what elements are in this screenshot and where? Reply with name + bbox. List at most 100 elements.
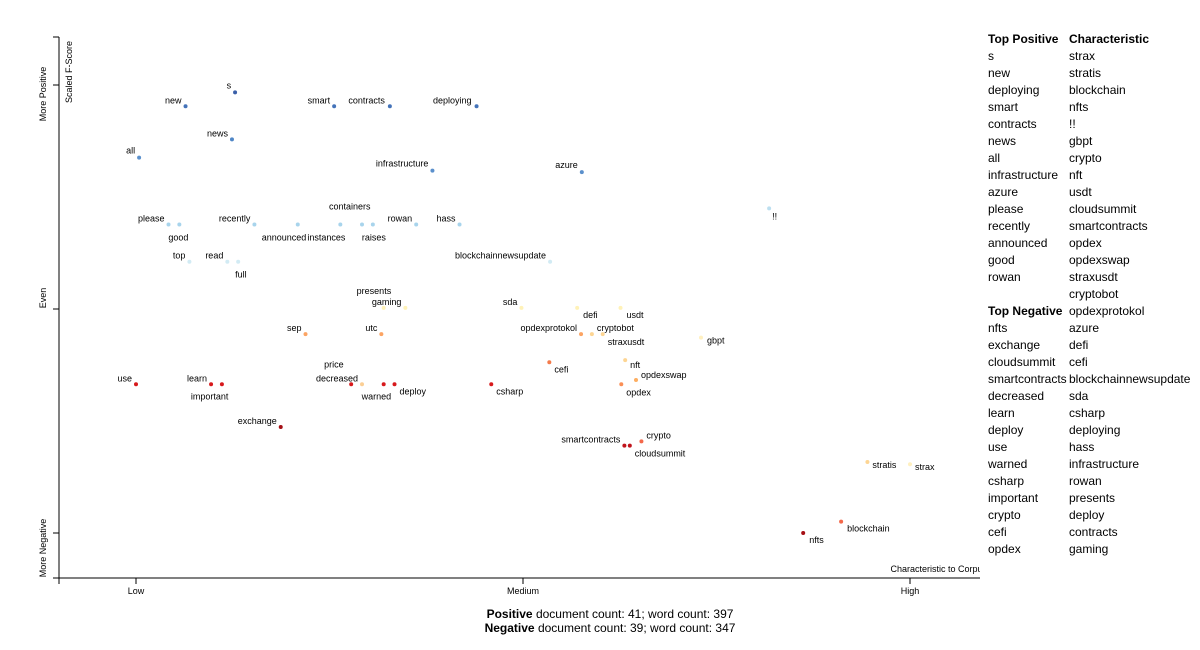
point-label[interactable]: news xyxy=(207,128,229,138)
characteristic-term[interactable]: contracts xyxy=(1069,525,1118,539)
data-point[interactable] xyxy=(474,104,479,109)
characteristic-term[interactable]: opdexprotokol xyxy=(1069,304,1145,318)
point-label[interactable]: deploy xyxy=(400,386,427,396)
characteristic-term[interactable]: cloudsummit xyxy=(1069,202,1137,216)
top-positive-term[interactable]: deploying xyxy=(988,83,1040,97)
data-point[interactable] xyxy=(589,332,594,337)
point-label[interactable]: strax xyxy=(915,462,935,472)
data-point[interactable] xyxy=(623,358,628,363)
point-label[interactable]: infrastructure xyxy=(376,159,429,169)
data-point[interactable] xyxy=(403,305,408,310)
data-point[interactable] xyxy=(547,360,552,365)
point-label[interactable]: top xyxy=(173,251,186,261)
data-point[interactable] xyxy=(865,459,870,464)
data-point[interactable] xyxy=(457,222,462,227)
point-label[interactable]: sda xyxy=(503,297,518,307)
top-positive-term[interactable]: new xyxy=(988,66,1011,80)
characteristic-term[interactable]: opdexswap xyxy=(1069,253,1130,267)
point-label[interactable]: instances xyxy=(307,233,346,243)
point-label[interactable]: price xyxy=(324,359,344,369)
data-point[interactable] xyxy=(392,382,397,387)
point-label[interactable]: learn xyxy=(187,373,207,383)
characteristic-term[interactable]: deploy xyxy=(1069,508,1105,522)
top-positive-term[interactable]: please xyxy=(988,202,1024,216)
point-label[interactable]: rowan xyxy=(388,214,413,224)
data-point[interactable] xyxy=(699,335,704,340)
characteristic-term[interactable]: blockchainnewsupdate xyxy=(1069,372,1191,386)
data-point[interactable] xyxy=(183,104,188,109)
data-point[interactable] xyxy=(519,305,524,310)
point-label[interactable]: important xyxy=(191,391,229,401)
data-point[interactable] xyxy=(360,222,365,227)
characteristic-term[interactable]: gaming xyxy=(1069,542,1109,556)
data-point[interactable] xyxy=(618,305,623,310)
data-point[interactable] xyxy=(219,382,224,387)
data-point[interactable] xyxy=(430,168,435,173)
data-point[interactable] xyxy=(622,443,627,448)
data-point[interactable] xyxy=(767,206,772,211)
data-point[interactable] xyxy=(187,259,192,264)
point-label[interactable]: azure xyxy=(555,160,578,170)
top-positive-term[interactable]: smart xyxy=(988,100,1018,114)
point-label[interactable]: announced xyxy=(262,233,307,243)
point-label[interactable]: sep xyxy=(287,323,302,333)
data-point[interactable] xyxy=(278,425,283,430)
characteristic-term[interactable]: nfts xyxy=(1069,100,1089,114)
data-point[interactable] xyxy=(489,382,494,387)
top-positive-term[interactable]: news xyxy=(988,134,1017,148)
top-negative-term[interactable]: deploy xyxy=(988,423,1024,437)
top-negative-term[interactable]: crypto xyxy=(988,508,1021,522)
data-point[interactable] xyxy=(579,332,584,337)
characteristic-term[interactable]: defi xyxy=(1069,338,1089,352)
point-label[interactable]: nft xyxy=(630,360,641,370)
data-point[interactable] xyxy=(381,382,386,387)
data-point[interactable] xyxy=(303,332,308,337)
point-label[interactable]: defi xyxy=(583,310,598,320)
point-label[interactable]: containers xyxy=(329,202,371,212)
data-point[interactable] xyxy=(579,170,584,175)
top-positive-term[interactable]: s xyxy=(988,49,994,63)
point-label[interactable]: contracts xyxy=(348,95,385,105)
point-label[interactable]: new xyxy=(165,95,182,105)
characteristic-term[interactable]: nft xyxy=(1069,168,1083,182)
point-label[interactable]: all xyxy=(126,146,135,156)
top-negative-term[interactable]: smartcontracts xyxy=(988,372,1067,386)
data-point[interactable] xyxy=(801,531,806,535)
top-positive-term[interactable]: announced xyxy=(988,236,1048,250)
data-point[interactable] xyxy=(634,378,639,383)
characteristic-term[interactable]: stratis xyxy=(1069,66,1102,80)
data-point[interactable] xyxy=(137,155,142,160)
point-label[interactable]: blockchainnewsupdate xyxy=(455,251,546,261)
top-negative-term[interactable]: warned xyxy=(988,457,1028,471)
characteristic-term[interactable]: deploying xyxy=(1069,423,1121,437)
characteristic-term[interactable]: smartcontracts xyxy=(1069,219,1148,233)
point-label[interactable]: recently xyxy=(219,214,251,224)
top-negative-term[interactable]: exchange xyxy=(988,338,1041,352)
top-negative-term[interactable]: cloudsummit xyxy=(988,355,1056,369)
data-point[interactable] xyxy=(338,222,343,227)
data-point[interactable] xyxy=(839,519,844,524)
characteristic-term[interactable]: presents xyxy=(1069,491,1116,505)
point-label[interactable]: gbpt xyxy=(707,336,725,346)
top-positive-term[interactable]: recently xyxy=(988,219,1031,233)
top-negative-term[interactable]: csharp xyxy=(988,474,1025,488)
data-point[interactable] xyxy=(295,222,300,227)
point-label[interactable]: s xyxy=(227,80,232,90)
point-label[interactable]: exchange xyxy=(238,416,277,426)
data-point[interactable] xyxy=(332,104,337,109)
point-label[interactable]: crypto xyxy=(646,430,671,440)
data-point[interactable] xyxy=(236,259,241,264)
point-label[interactable]: opdex xyxy=(626,387,651,397)
point-label[interactable]: gaming xyxy=(372,297,402,307)
point-label[interactable]: hass xyxy=(437,214,457,224)
characteristic-term[interactable]: sda xyxy=(1069,389,1089,403)
characteristic-term[interactable]: cefi xyxy=(1069,355,1088,369)
top-negative-term[interactable]: opdex xyxy=(988,542,1021,556)
point-label[interactable]: !! xyxy=(772,211,777,221)
top-positive-term[interactable]: good xyxy=(988,253,1015,267)
data-point[interactable] xyxy=(908,462,912,467)
point-label[interactable]: cefi xyxy=(554,364,568,374)
data-point[interactable] xyxy=(370,222,375,227)
point-label[interactable]: smartcontracts xyxy=(561,435,621,445)
point-label[interactable]: csharp xyxy=(496,386,523,396)
